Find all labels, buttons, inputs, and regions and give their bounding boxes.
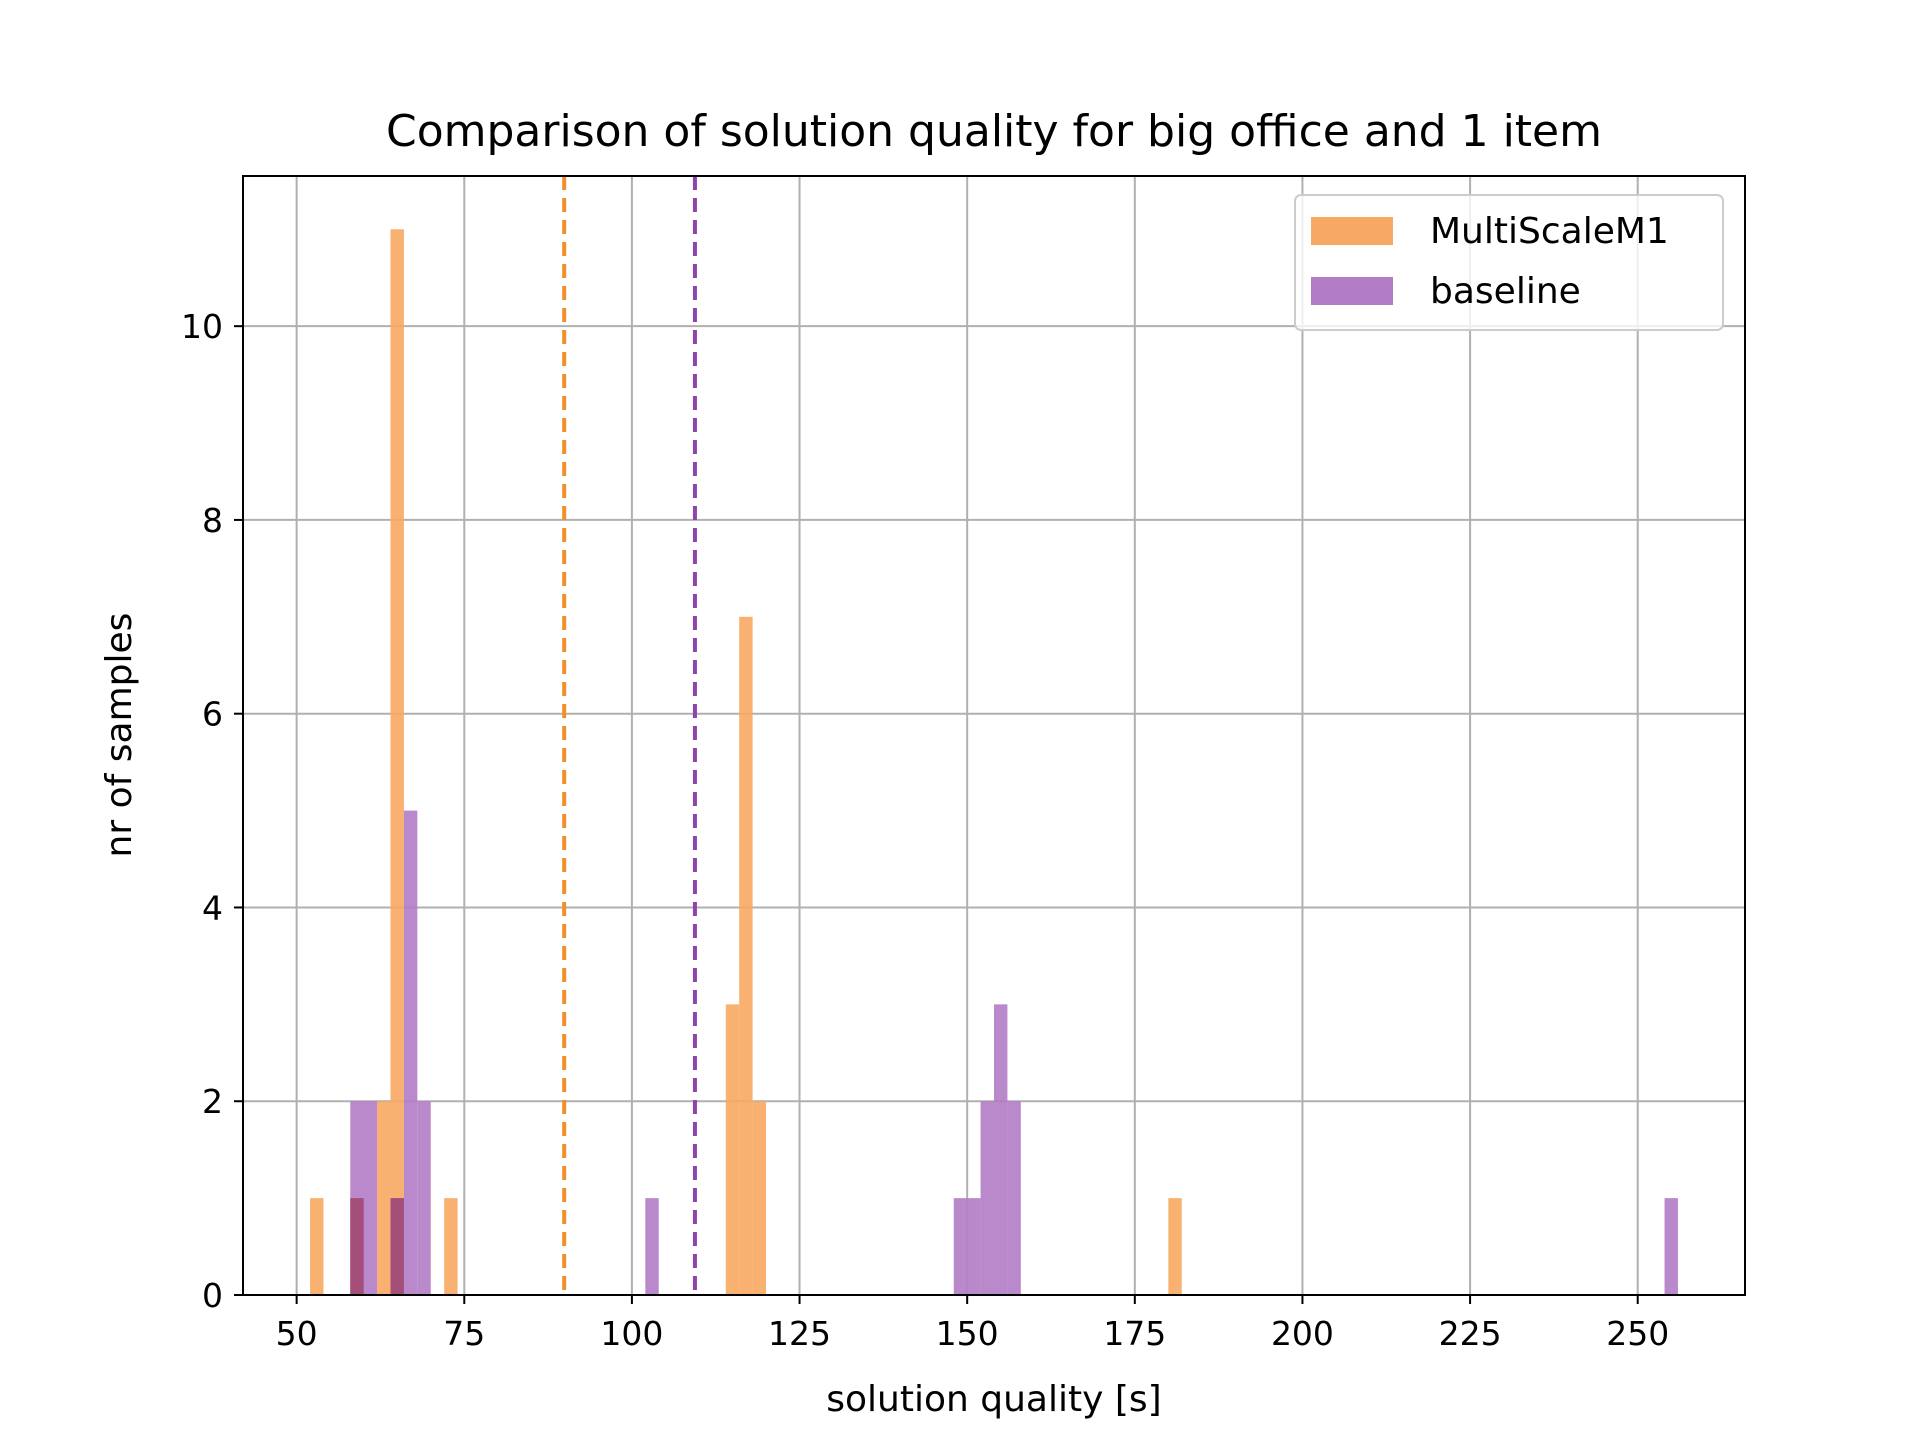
legend: MultiScaleM1 baseline — [1294, 194, 1724, 331]
legend-swatch-multiscalem1 — [1311, 217, 1393, 245]
x-tick-label: 175 — [1103, 1314, 1166, 1353]
legend-label-baseline: baseline — [1430, 271, 1581, 312]
histogram-bar-multiscalem1 — [1168, 1198, 1182, 1295]
legend-box — [1294, 194, 1724, 331]
histogram-bar-multiscalem1 — [725, 1004, 740, 1295]
histogram-bar-baseline — [953, 1198, 968, 1295]
plot-area-frame — [242, 175, 1746, 1296]
histogram-bar-baseline — [980, 1101, 994, 1295]
histogram-bar-baseline — [994, 1004, 1008, 1295]
x-tick-label: 125 — [768, 1314, 831, 1353]
y-tick-label: 0 — [202, 1276, 223, 1315]
y-tick-label: 10 — [181, 307, 223, 346]
x-tick-label: 200 — [1271, 1314, 1334, 1353]
x-tick-label: 50 — [276, 1314, 318, 1353]
y-axis: 0 2 4 6 8 10 — [181, 307, 243, 1315]
histogram-overlap-bar — [350, 1198, 364, 1295]
histogram-bar-baseline — [1007, 1101, 1021, 1295]
y-axis-label: nr of samples — [99, 613, 140, 858]
legend-label-multiscalem1: MultiScaleM1 — [1430, 211, 1669, 252]
histogram-overlap-bar — [390, 1198, 404, 1295]
x-axis: 50 75 100 125 150 175 200 225 250 — [276, 1295, 1669, 1353]
bars-layer — [310, 229, 1678, 1295]
y-tick-label: 4 — [202, 888, 223, 927]
legend-swatch-baseline — [1311, 277, 1393, 305]
chart-title: Comparison of solution quality for big o… — [386, 106, 1602, 157]
x-tick-label: 225 — [1439, 1314, 1502, 1353]
y-tick-label: 2 — [202, 1082, 223, 1121]
histogram-bar-multiscalem1 — [390, 229, 404, 1295]
histogram-bar-multiscalem1 — [752, 1101, 767, 1295]
histogram-bar-multiscalem1 — [310, 1198, 324, 1295]
histogram-bar-multiscalem1 — [739, 616, 753, 1295]
y-tick-label: 6 — [202, 695, 223, 734]
histogram-bar-baseline — [967, 1198, 981, 1295]
y-tick-label: 8 — [202, 501, 223, 540]
histogram-bar-baseline — [1664, 1198, 1678, 1295]
histogram-bar-multiscalem1 — [377, 1101, 391, 1295]
x-tick-label: 250 — [1606, 1314, 1669, 1353]
x-tick-label: 100 — [600, 1314, 663, 1353]
mean-lines-layer — [562, 176, 697, 1295]
histogram-bar-baseline — [645, 1198, 659, 1295]
x-axis-label: solution quality [s] — [826, 1379, 1161, 1420]
x-tick-label: 150 — [936, 1314, 999, 1353]
histogram-bar-multiscalem1 — [444, 1198, 458, 1295]
histogram-bar-baseline — [403, 810, 418, 1295]
x-tick-label: 75 — [443, 1314, 485, 1353]
histogram-bar-baseline — [417, 1101, 431, 1295]
